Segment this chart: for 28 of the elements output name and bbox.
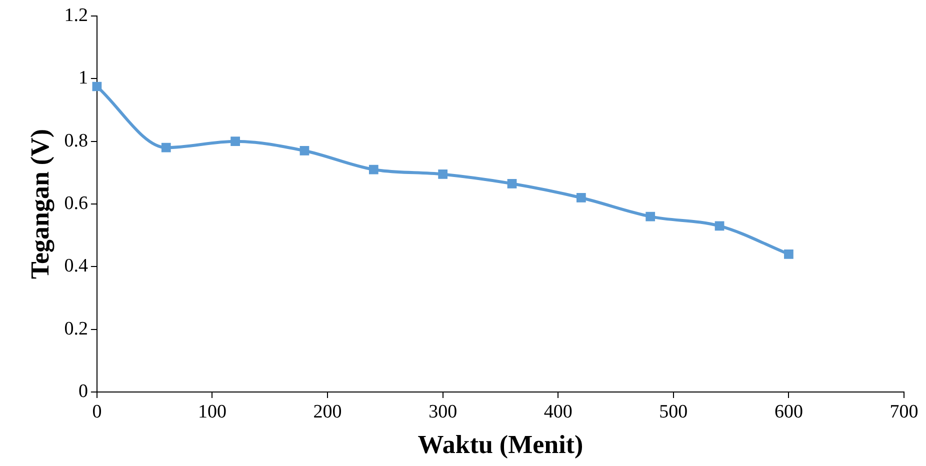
x-tick-label: 400 [544,401,572,422]
y-tick-label: 1 [78,68,88,89]
y-tick-label: 0.6 [64,192,88,214]
point [92,82,102,92]
y-axis-title: Tegangan (V) [25,128,54,280]
point [576,193,586,202]
x-tick-label: 700 [890,401,918,422]
y-tick-label: 0.2 [64,318,88,340]
x-tick-label: 300 [428,401,458,422]
y-tick-label: 0.4 [64,256,88,277]
point [438,170,448,179]
x-tick-label: 600 [774,401,803,422]
y-tick-label: 0 [78,380,88,402]
y-tick-label: 0.8 [64,130,88,152]
point [507,178,517,188]
point [784,249,794,259]
x-tick-label: 200 [313,401,342,422]
y-tick-label: 1.2 [64,4,88,26]
point [300,146,310,156]
point [646,212,656,222]
point [230,136,240,146]
x-tick-label: 100 [198,401,226,422]
x-tick-label: 0 [92,401,102,422]
x-tick-label: 500 [659,401,688,422]
point [714,221,724,231]
x-axis-title: Waktu (Menit) [418,430,584,460]
point [368,164,378,174]
point [161,142,171,152]
